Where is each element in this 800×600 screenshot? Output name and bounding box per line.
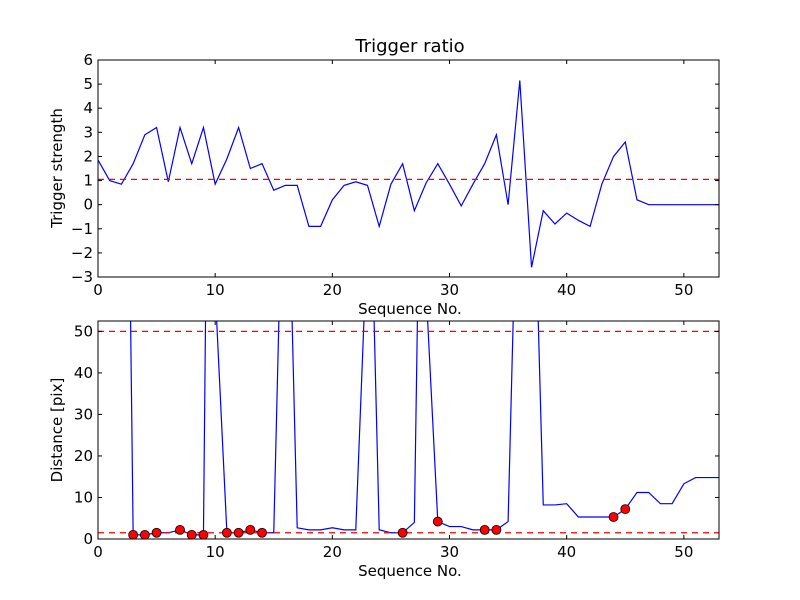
data-marker (491, 524, 502, 535)
data-marker (186, 529, 197, 539)
x-tick-label: 50 (674, 281, 693, 299)
y-tick-label: 0 (83, 196, 93, 214)
y-tick-label: 1 (83, 172, 93, 190)
x-tick-label: 30 (440, 281, 459, 299)
data-marker (257, 527, 267, 538)
y-tick-label: 40 (74, 364, 93, 382)
distance-y-axis-label: Distance [pix] (48, 378, 66, 483)
distance-y-ticks: 0 10 20 30 40 50 (74, 322, 719, 548)
y-tick-label: 5 (83, 75, 93, 93)
y-tick-label: 30 (74, 405, 93, 423)
x-tick-label: 40 (557, 543, 576, 561)
y-tick-label: −2 (71, 244, 93, 262)
chart-title: Trigger ratio (354, 36, 464, 57)
trigger-x-axis-label: Sequence No. (358, 300, 462, 318)
x-tick-label: 40 (557, 281, 576, 299)
y-tick-label: 4 (83, 99, 93, 117)
trigger-axes-frame (97, 59, 720, 278)
y-tick-label: 50 (74, 322, 93, 340)
series-line (129, 321, 719, 536)
y-tick-label: 2 (83, 147, 93, 165)
x-tick-label: 50 (674, 543, 693, 561)
y-tick-label: −3 (71, 268, 93, 286)
trigger-y-ticks: −3 −2 −1 0 1 2 3 4 5 6 (71, 51, 719, 286)
data-marker (479, 524, 490, 535)
trigger-y-axis-label: Trigger strength (48, 108, 66, 229)
y-tick-label: 20 (74, 447, 93, 465)
data-marker (128, 529, 139, 539)
data-marker (620, 504, 631, 515)
y-tick-label: 10 (74, 488, 93, 506)
data-marker (233, 527, 244, 538)
data-marker (198, 529, 209, 539)
distance-panel: 0 10 20 30 40 50 0 10 20 30 40 50 Sequence No. Dis… (48, 320, 720, 580)
distance-axes-frame (97, 320, 720, 540)
trigger-plot-area (98, 80, 719, 268)
x-tick-label: 20 (323, 543, 342, 561)
y-tick-label: 3 (83, 123, 93, 141)
x-tick-label: 10 (206, 543, 225, 561)
data-marker (175, 524, 185, 535)
data-marker (151, 527, 162, 538)
y-tick-label: 6 (83, 51, 93, 69)
y-tick-label: 0 (83, 530, 93, 548)
trigger-ratio-panel: Trigger ratio 0 10 20 30 40 50 −3−2−10123456 … (48, 36, 720, 318)
x-tick-label: 0 (93, 281, 103, 299)
data-marker (608, 512, 619, 522)
series-line (98, 80, 719, 268)
y-tick-label: −1 (71, 220, 93, 238)
data-marker (139, 529, 150, 539)
distance-x-axis-label: Sequence No. (358, 562, 462, 580)
data-marker (397, 527, 408, 538)
data-marker (245, 524, 256, 535)
x-tick-label: 10 (206, 281, 225, 299)
x-tick-label: 30 (440, 543, 459, 561)
distance-plot-area (98, 321, 719, 539)
data-marker (432, 516, 443, 527)
x-tick-label: 20 (323, 281, 342, 299)
data-marker (221, 527, 232, 538)
x-tick-label: 0 (93, 543, 103, 561)
distance-x-ticks: 0 10 20 30 40 50 (93, 321, 693, 561)
trigger-x-ticks: 0 10 20 30 40 50 (93, 60, 693, 299)
